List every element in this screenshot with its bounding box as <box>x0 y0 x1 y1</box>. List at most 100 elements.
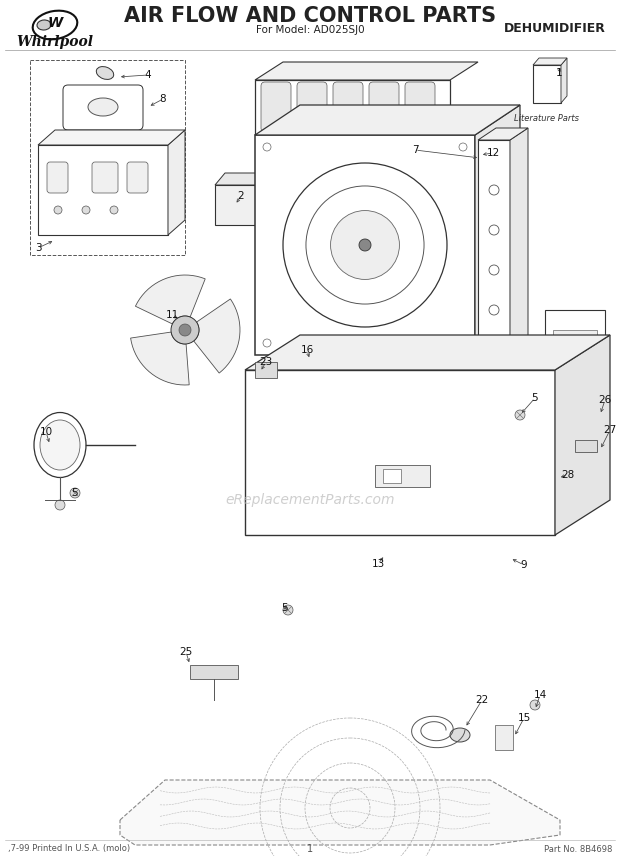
Ellipse shape <box>96 67 113 80</box>
Bar <box>215 185 265 225</box>
Polygon shape <box>131 332 189 385</box>
Text: 3: 3 <box>35 243 42 253</box>
Bar <box>375 465 430 487</box>
Text: 5: 5 <box>532 393 538 403</box>
Circle shape <box>70 488 80 498</box>
Text: 23: 23 <box>259 357 273 367</box>
Circle shape <box>515 410 525 420</box>
Polygon shape <box>265 173 275 225</box>
Polygon shape <box>215 173 275 185</box>
Bar <box>553 382 597 417</box>
Circle shape <box>55 500 65 510</box>
Bar <box>383 469 401 483</box>
Text: 14: 14 <box>533 690 547 700</box>
Polygon shape <box>510 128 528 350</box>
Polygon shape <box>475 105 520 355</box>
Text: 4: 4 <box>144 70 151 80</box>
Bar <box>255 362 277 378</box>
Circle shape <box>283 605 293 615</box>
Bar <box>478 140 510 350</box>
Circle shape <box>82 206 90 214</box>
Text: Part No. 8B4698: Part No. 8B4698 <box>544 845 612 853</box>
FancyBboxPatch shape <box>405 82 435 132</box>
Bar <box>575 440 597 452</box>
Circle shape <box>54 206 62 214</box>
FancyBboxPatch shape <box>261 82 291 132</box>
Text: 1: 1 <box>307 844 313 854</box>
Bar <box>190 665 238 679</box>
Text: 25: 25 <box>179 647 193 657</box>
Circle shape <box>263 143 271 151</box>
FancyBboxPatch shape <box>333 82 363 132</box>
Polygon shape <box>38 130 185 145</box>
Polygon shape <box>193 299 240 373</box>
Polygon shape <box>478 128 528 140</box>
Text: DEHUMIDIFIER: DEHUMIDIFIER <box>504 21 606 34</box>
Bar <box>495 725 513 750</box>
FancyBboxPatch shape <box>92 162 118 193</box>
Ellipse shape <box>37 20 51 30</box>
Bar <box>30 60 185 255</box>
Circle shape <box>110 206 118 214</box>
Text: 13: 13 <box>371 559 384 569</box>
Polygon shape <box>555 335 610 535</box>
Circle shape <box>489 305 499 315</box>
Circle shape <box>489 185 499 195</box>
Text: eReplacementParts.com: eReplacementParts.com <box>225 493 395 507</box>
FancyBboxPatch shape <box>369 82 399 132</box>
Ellipse shape <box>450 728 470 742</box>
Bar <box>255 80 450 135</box>
Polygon shape <box>245 335 610 370</box>
Text: Whirlpool: Whirlpool <box>17 35 94 49</box>
Text: 26: 26 <box>598 395 611 405</box>
Polygon shape <box>135 275 205 324</box>
Polygon shape <box>120 780 560 845</box>
Text: 1: 1 <box>556 68 562 78</box>
Text: For Model: AD025SJ0: For Model: AD025SJ0 <box>255 25 365 35</box>
Text: AIR FLOW AND CONTROL PARTS: AIR FLOW AND CONTROL PARTS <box>124 6 496 26</box>
Bar <box>245 370 555 535</box>
Text: Literature Parts: Literature Parts <box>515 114 580 122</box>
FancyBboxPatch shape <box>63 85 143 130</box>
Circle shape <box>459 339 467 347</box>
Text: 5: 5 <box>72 488 78 498</box>
Text: 2: 2 <box>237 191 244 201</box>
Text: 9: 9 <box>521 560 528 570</box>
Circle shape <box>459 143 467 151</box>
FancyBboxPatch shape <box>127 162 148 193</box>
Bar <box>38 145 168 235</box>
Polygon shape <box>255 105 520 135</box>
Text: ,7-99 Printed In U.S.A. (molo): ,7-99 Printed In U.S.A. (molo) <box>8 845 130 853</box>
Text: 11: 11 <box>166 310 179 320</box>
Text: 12: 12 <box>486 148 500 158</box>
Ellipse shape <box>34 413 86 478</box>
Text: 27: 27 <box>603 425 617 435</box>
Bar <box>255 135 475 355</box>
Ellipse shape <box>40 420 80 470</box>
Circle shape <box>283 163 447 327</box>
Circle shape <box>179 324 191 336</box>
Circle shape <box>171 316 199 344</box>
Text: 10: 10 <box>40 427 53 437</box>
Bar <box>545 310 605 500</box>
Text: 28: 28 <box>561 470 575 480</box>
Polygon shape <box>168 130 185 235</box>
Ellipse shape <box>33 10 78 39</box>
Ellipse shape <box>88 98 118 116</box>
Text: 15: 15 <box>517 713 531 723</box>
Text: W: W <box>47 16 63 30</box>
Text: 16: 16 <box>300 345 314 355</box>
Text: 8: 8 <box>160 94 166 104</box>
Bar <box>533 65 561 103</box>
Circle shape <box>489 265 499 275</box>
Circle shape <box>530 700 540 710</box>
Bar <box>553 330 597 365</box>
Circle shape <box>359 239 371 251</box>
Circle shape <box>263 339 271 347</box>
Circle shape <box>330 211 399 279</box>
Text: 22: 22 <box>476 695 489 705</box>
FancyBboxPatch shape <box>297 82 327 132</box>
Bar <box>553 434 597 469</box>
Polygon shape <box>533 58 567 65</box>
Text: 7: 7 <box>412 145 418 155</box>
